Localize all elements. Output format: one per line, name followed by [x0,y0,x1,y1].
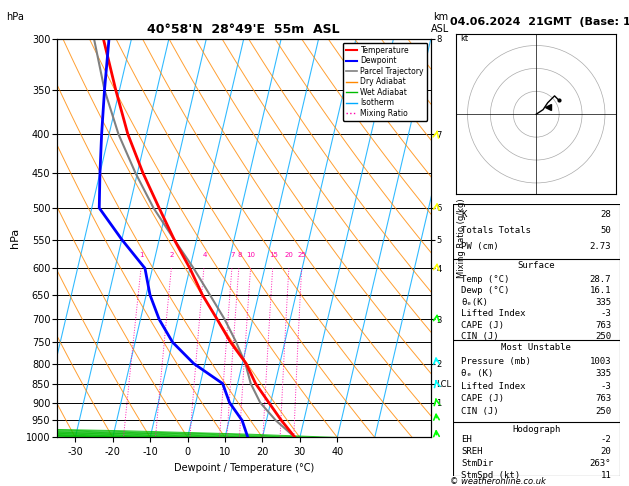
Text: hPa: hPa [6,12,24,22]
Text: ASL: ASL [431,24,449,35]
Text: 250: 250 [595,407,611,416]
Text: 20: 20 [285,252,294,258]
Text: 4: 4 [203,252,207,258]
Text: Most Unstable: Most Unstable [501,343,571,352]
Text: 16.1: 16.1 [590,286,611,295]
Text: 20: 20 [601,448,611,456]
Text: θₑ(K): θₑ(K) [461,298,488,307]
Legend: Temperature, Dewpoint, Parcel Trajectory, Dry Adiabat, Wet Adiabat, Isotherm, Mi: Temperature, Dewpoint, Parcel Trajectory… [343,43,427,121]
Text: 7: 7 [230,252,235,258]
Text: 1: 1 [140,252,144,258]
Text: Hodograph: Hodograph [512,425,560,434]
Text: CAPE (J): CAPE (J) [461,394,504,403]
Text: 1003: 1003 [590,357,611,365]
Text: 763: 763 [595,394,611,403]
Y-axis label: hPa: hPa [10,228,20,248]
Text: K: K [461,209,467,219]
Text: 28: 28 [601,209,611,219]
Text: km: km [433,12,448,22]
Text: kt: kt [460,34,469,43]
Title: 40°58'N  28°49'E  55m  ASL: 40°58'N 28°49'E 55m ASL [147,23,340,36]
Text: 04.06.2024  21GMT  (Base: 18): 04.06.2024 21GMT (Base: 18) [450,17,629,27]
Text: 263°: 263° [590,459,611,469]
Text: Temp (°C): Temp (°C) [461,275,509,284]
Text: 28.7: 28.7 [590,275,611,284]
Text: 25: 25 [298,252,306,258]
Text: StmDir: StmDir [461,459,494,469]
Text: 50: 50 [601,226,611,235]
Text: θₑ (K): θₑ (K) [461,369,494,378]
Text: CAPE (J): CAPE (J) [461,321,504,330]
Text: 2: 2 [170,252,174,258]
Text: 250: 250 [595,332,611,341]
Text: PW (cm): PW (cm) [461,242,499,251]
Text: © weatheronline.co.uk: © weatheronline.co.uk [450,477,545,486]
Text: 335: 335 [595,298,611,307]
Text: 10: 10 [247,252,255,258]
Text: Lifted Index: Lifted Index [461,309,526,318]
Text: CIN (J): CIN (J) [461,332,499,341]
Text: EH: EH [461,435,472,445]
Text: -3: -3 [601,382,611,391]
Text: Lifted Index: Lifted Index [461,382,526,391]
Text: -3: -3 [601,309,611,318]
Text: 8: 8 [237,252,242,258]
Text: -2: -2 [601,435,611,445]
Text: 335: 335 [595,369,611,378]
X-axis label: Dewpoint / Temperature (°C): Dewpoint / Temperature (°C) [174,463,314,473]
Text: Totals Totals: Totals Totals [461,226,531,235]
Text: 11: 11 [601,471,611,480]
Text: StmSpd (kt): StmSpd (kt) [461,471,520,480]
Text: Surface: Surface [518,261,555,270]
Text: 2.73: 2.73 [590,242,611,251]
Text: Dewp (°C): Dewp (°C) [461,286,509,295]
Y-axis label: Mixing Ratio (g/kg): Mixing Ratio (g/kg) [457,198,466,278]
Text: 763: 763 [595,321,611,330]
Text: SREH: SREH [461,448,482,456]
Text: 15: 15 [269,252,277,258]
Text: CIN (J): CIN (J) [461,407,499,416]
Text: Pressure (mb): Pressure (mb) [461,357,531,365]
